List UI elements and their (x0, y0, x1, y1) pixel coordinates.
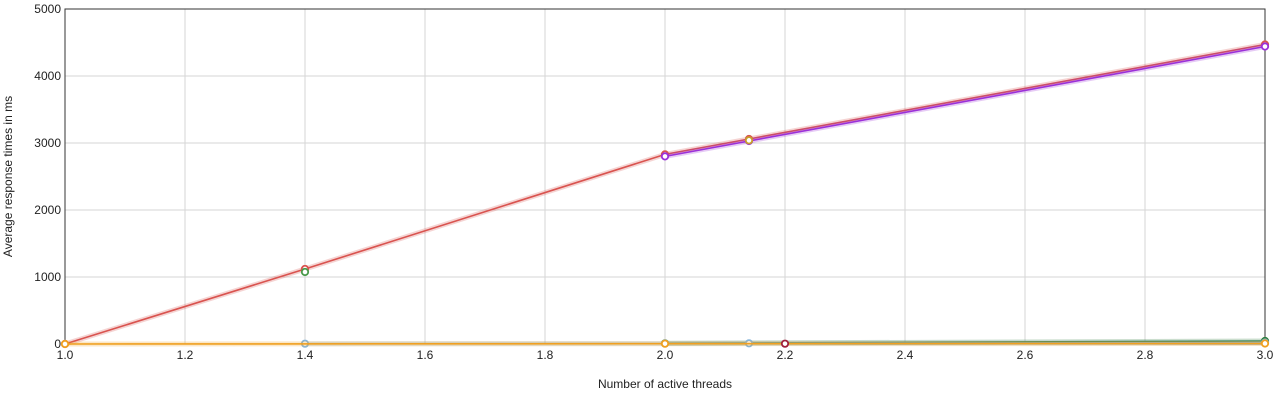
x-tick-label: 1.2 (177, 348, 194, 362)
data-point[interactable] (780, 339, 790, 348)
data-point[interactable] (660, 339, 670, 348)
data-point[interactable] (1260, 339, 1270, 348)
y-tick-label: 0 (54, 337, 61, 351)
series-2 (660, 42, 1270, 161)
x-tick-label: 3.0 (1257, 348, 1273, 362)
series-8 (780, 339, 790, 348)
y-tick-label: 1000 (34, 270, 61, 284)
y-tick-label: 3000 (34, 136, 61, 150)
y-tick-label: 5000 (34, 2, 61, 16)
data-point[interactable] (300, 267, 310, 277)
y-tick-label: 4000 (34, 69, 61, 83)
grid (64, 8, 1266, 345)
x-tick-label: 1.0 (57, 348, 74, 362)
data-point[interactable] (60, 339, 70, 349)
series-4 (744, 136, 754, 145)
x-tick-label: 1.8 (537, 348, 554, 362)
y-axis: 0 1000 2000 3000 4000 5000 (34, 2, 61, 351)
x-tick-label: 1.6 (417, 348, 434, 362)
data-point[interactable] (1260, 42, 1270, 51)
x-axis: 1.0 1.2 1.4 1.6 1.8 2.0 2.2 2.4 2.6 2.8 3.0 (57, 348, 1273, 362)
x-tick-label: 1.4 (297, 348, 314, 362)
x-tick-label: 2.2 (777, 348, 794, 362)
y-axis-title: Average response times in ms (1, 96, 15, 257)
x-axis-title: Number of active threads (598, 377, 732, 391)
data-point[interactable] (660, 152, 670, 161)
y-tick-label: 2000 (34, 203, 61, 217)
data-point[interactable] (744, 136, 754, 145)
series-line (664, 45, 1266, 158)
x-tick-label: 2.6 (1017, 348, 1034, 362)
series-3 (300, 267, 310, 277)
x-tick-label: 2.0 (657, 348, 674, 362)
x-tick-label: 2.4 (897, 348, 914, 362)
x-tick-label: 2.8 (1137, 348, 1154, 362)
series-layer (60, 40, 1270, 349)
series-7 (60, 339, 1270, 349)
